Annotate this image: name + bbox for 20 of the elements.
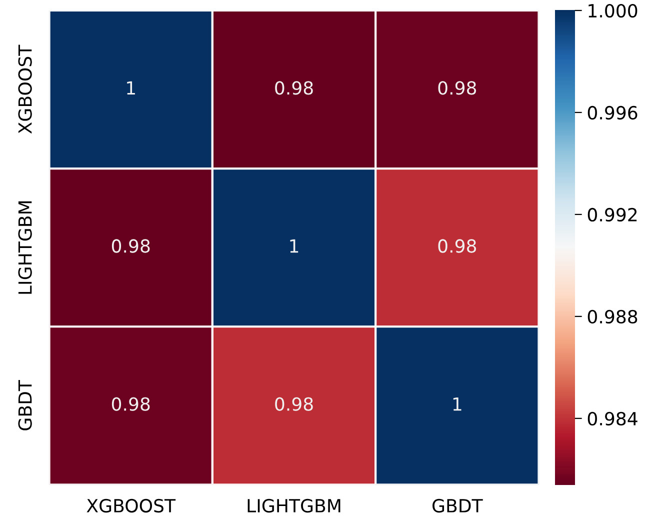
data-label: 0.98 — [438, 239, 476, 253]
data-label: 0.98 — [275, 397, 313, 411]
color-bar-label: 0.984 — [588, 412, 638, 426]
y-tick-label: GBDT — [18, 380, 32, 430]
color-bar-label: 1.000 — [588, 4, 638, 18]
y-tick-label: XGBOOST — [18, 44, 32, 134]
x-tick-label: XGBOOST — [86, 498, 176, 513]
x-tick-label: LIGHTGBM — [248, 498, 340, 513]
x-tick-label: GBDT — [432, 498, 483, 513]
data-label: 0.98 — [438, 81, 476, 95]
color-bar-label: 0.988 — [588, 310, 638, 324]
data-label: 0.98 — [275, 81, 313, 95]
color-bar-label: 0.996 — [588, 106, 638, 120]
y-tick-label: LIGHTGBM — [18, 201, 32, 294]
data-label: 1 — [127, 81, 135, 94]
data-label: 1 — [290, 239, 298, 253]
data-label: 0.98 — [112, 397, 150, 411]
data-label: 0.98 — [112, 239, 150, 253]
data-label: 1 — [453, 397, 462, 411]
color-bar-label: 0.992 — [588, 208, 637, 222]
